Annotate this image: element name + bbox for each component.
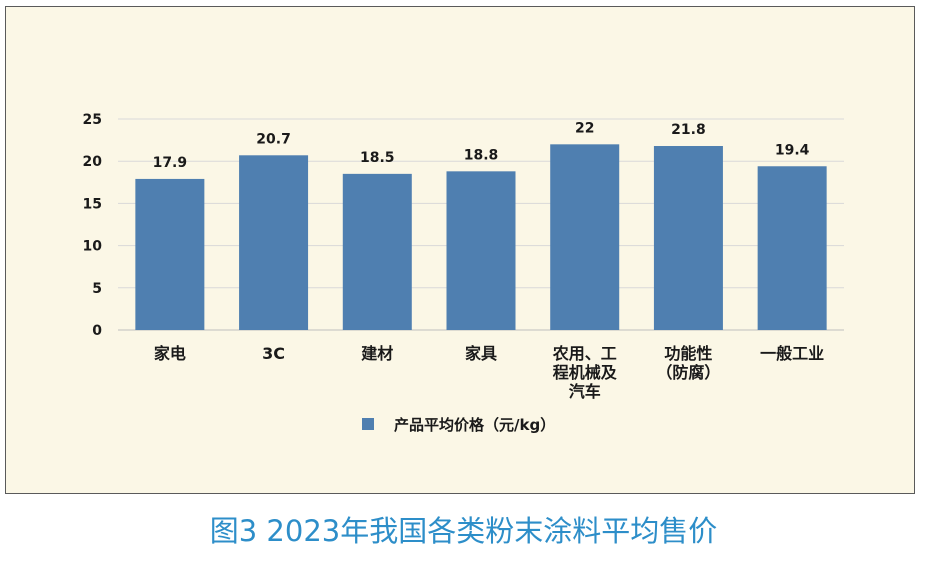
x-tick-label: 农用、工 <box>552 344 617 363</box>
legend-label: 产品平均价格（元/kg） <box>394 416 555 434</box>
data-label: 22 <box>575 120 594 136</box>
y-tick-label: 0 <box>92 323 102 339</box>
bar <box>135 178 205 330</box>
bar <box>653 146 723 330</box>
x-tick-label: （防腐） <box>656 363 720 382</box>
x-tick-label: 家具 <box>465 344 497 363</box>
data-label: 21.8 <box>671 122 706 138</box>
chart-frame: 0 5 10 15 20 25 17.9 家电 20.7 3C 18.5 建材 18.8 家具 22 农用、工… <box>5 6 915 494</box>
x-tick-label: 程机械及 <box>553 363 618 382</box>
x-tick-label: 3C <box>262 344 285 363</box>
y-tick-label: 10 <box>83 239 103 255</box>
bar <box>550 144 620 330</box>
bar <box>446 171 516 330</box>
data-label: 19.4 <box>775 142 810 158</box>
x-tick-label: 功能性 <box>664 344 712 363</box>
data-label: 18.5 <box>360 150 395 166</box>
bar <box>342 173 412 330</box>
x-tick-label: 建材 <box>361 344 393 363</box>
data-label: 20.7 <box>256 131 291 147</box>
y-tick-label: 20 <box>83 154 103 170</box>
bar <box>757 166 827 330</box>
data-label: 18.8 <box>464 147 499 163</box>
bar-chart: 0 5 10 15 20 25 17.9 家电 20.7 3C 18.5 建材 18.8 家具 22 农用、工… <box>83 112 844 434</box>
figure-caption: 图3 2023年我国各类粉末涂料平均售价 <box>209 514 718 548</box>
y-tick-label: 5 <box>92 281 102 297</box>
x-tick-label: 一般工业 <box>760 344 824 363</box>
x-tick-label: 汽车 <box>569 382 601 401</box>
x-tick-label: 家电 <box>154 344 186 363</box>
legend-swatch <box>362 418 374 430</box>
y-tick-label: 25 <box>83 112 102 128</box>
y-tick-label: 15 <box>83 196 102 212</box>
data-label: 17.9 <box>153 155 188 171</box>
bar <box>239 155 309 330</box>
